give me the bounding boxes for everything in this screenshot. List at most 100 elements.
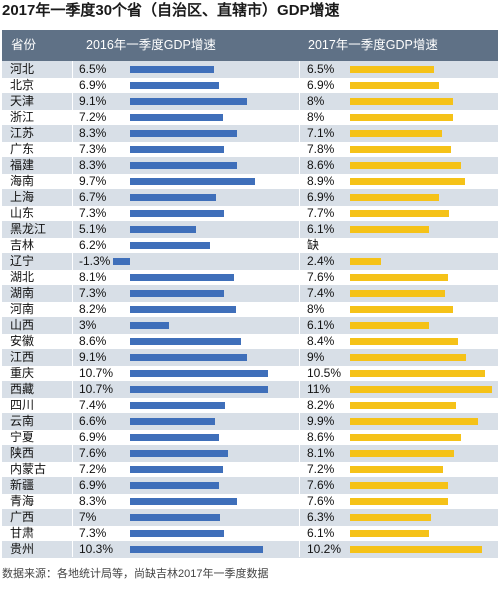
province-label: 安徽 [10,334,35,348]
table-row: 山东 7.3% 7.7% [2,205,498,222]
column-divider-2 [299,61,300,557]
table-row: 青海 8.3% 7.6% [2,493,498,510]
bar-2016 [130,434,219,441]
table-row: 广西 7% 6.3% [2,509,498,526]
province-label: 宁夏 [10,430,35,444]
bar-2017 [350,66,434,73]
bar-2016 [130,66,214,73]
table-row: 山西 3% 6.1% [2,317,498,334]
value-label-2017: 8% [307,302,325,316]
value-label-2017: 6.1% [307,318,335,332]
province-label: 重庆 [10,366,35,380]
value-label-2017: 7.7% [307,206,335,220]
header-series-2017: 2017年一季度GDP增速 [308,38,438,52]
province-label: 辽宁 [10,254,35,268]
table-row: 湖南 7.3% 7.4% [2,285,498,302]
table-row: 重庆 10.7% 10.5% [2,365,498,382]
value-label-2017: 6.9% [307,78,335,92]
value-label-2016: -1.3% [79,254,111,268]
table-row: 河南 8.2% 8% [2,301,498,318]
column-divider-1 [72,61,73,557]
bar-2017 [350,290,446,297]
value-label-2016: 7.6% [79,446,107,460]
value-label-2017: 8.2% [307,398,335,412]
value-label-2016: 7.2% [79,110,107,124]
value-label-2016: 8.2% [79,302,107,316]
value-label-2017: 8.4% [307,334,335,348]
value-label-2017: 7.2% [307,462,335,476]
value-label-2016: 6.2% [79,238,107,252]
province-label: 湖北 [10,270,35,284]
value-label-2016: 7.3% [79,142,107,156]
province-label: 河南 [10,302,35,316]
header-series-2016: 2016年一季度GDP增速 [86,38,216,52]
value-label-2017: 7.8% [307,142,335,156]
table-row: 安徽 8.6% 8.4% [2,333,498,350]
value-label-2016: 6.7% [79,190,107,204]
province-label: 湖南 [10,286,35,300]
bar-2016 [130,322,169,329]
bar-2017 [350,306,454,313]
bar-2016 [130,274,235,281]
value-label-2016: 8.3% [79,494,107,508]
value-label-2016: 7% [79,510,97,524]
province-label: 四川 [10,398,35,412]
bar-2016 [130,290,225,297]
bar-2017 [350,338,459,345]
table-header: 省份 2016年一季度GDP增速 2017年一季度GDP增速 [2,30,498,61]
value-label-2017: 8% [307,94,325,108]
value-label-2017: 7.6% [307,478,335,492]
bar-2016 [130,194,217,201]
value-label-2017: 6.5% [307,62,335,76]
bar-2016 [130,450,229,457]
value-label-2017: 6.9% [307,190,335,204]
province-label: 广东 [10,142,35,156]
bar-2016 [130,546,263,553]
table-row: 甘肃 7.3% 6.1% [2,525,498,542]
value-label-2017: 7.6% [307,494,335,508]
table-row: 江苏 8.3% 7.1% [2,125,498,142]
bar-2017 [350,226,429,233]
bar-2017 [350,434,461,441]
value-label-2017: 8.6% [307,430,335,444]
province-label: 上海 [10,190,35,204]
value-label-2016: 7.3% [79,526,107,540]
value-label-2016: 6.9% [79,430,107,444]
table-row: 江西 9.1% 9% [2,349,498,366]
bar-2017 [350,194,439,201]
bar-2017 [350,514,432,521]
value-label-2017: 10.5% [307,366,342,380]
bar-2016 [130,210,225,217]
table-row: 吉林 6.2% 缺 [2,237,498,254]
value-label-2016: 8.6% [79,334,107,348]
value-label-2017: 7.4% [307,286,335,300]
bar-2017 [350,98,454,105]
table-row: 湖北 8.1% 7.6% [2,269,498,286]
bar-2016 [130,498,238,505]
bar-2016 [130,162,238,169]
bar-2017 [350,130,442,137]
province-label: 天津 [10,94,35,108]
bar-2016 [130,226,196,233]
table-row: 宁夏 6.9% 8.6% [2,429,498,446]
table-row: 浙江 7.2% 8% [2,109,498,126]
value-label-2016: 10.7% [79,366,114,380]
bar-2016 [130,82,219,89]
province-label: 广西 [10,510,35,524]
bar-2016 [130,98,248,105]
value-label-2016: 7.3% [79,206,107,220]
bar-2017 [350,322,429,329]
table-row: 辽宁 -1.3% 2.4% [2,253,498,270]
bar-2017 [350,386,492,393]
table-row: 新疆 6.9% 7.6% [2,477,498,494]
table-row: 上海 6.7% 6.9% [2,189,498,206]
value-label-2016: 9.7% [79,174,107,188]
value-label-2016: 8.3% [79,158,107,172]
value-label-2016: 7.3% [79,286,107,300]
bar-2017 [350,178,465,185]
province-label: 吉林 [10,238,35,252]
bar-2016 [130,514,221,521]
bar-2017 [350,82,439,89]
header-province: 省份 [11,38,37,52]
